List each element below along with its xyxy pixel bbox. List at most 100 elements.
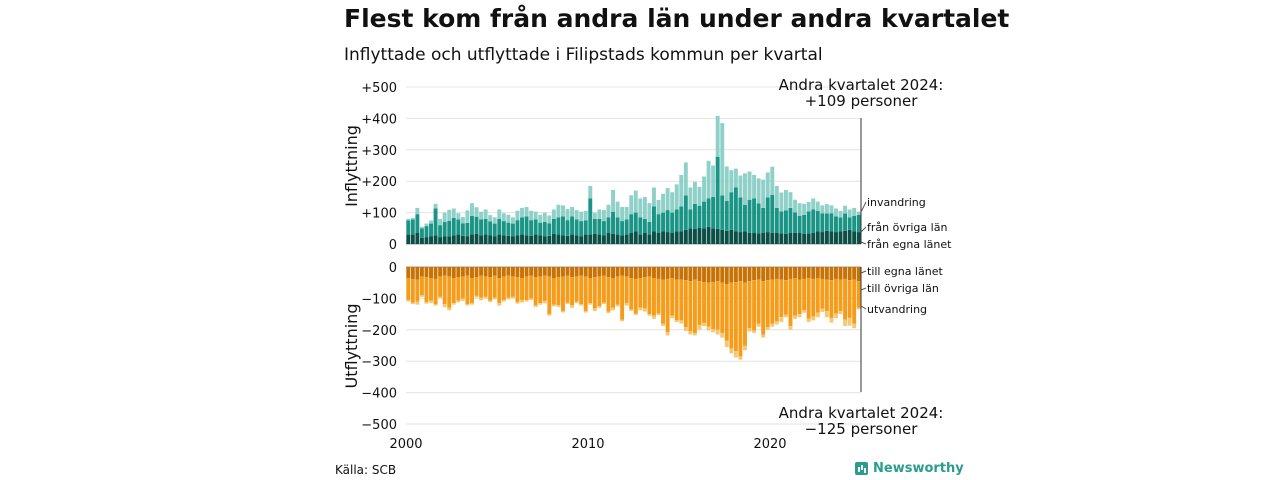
bar-inflow bbox=[683, 229, 688, 244]
bar-inflow bbox=[661, 212, 666, 232]
bar-inflow bbox=[588, 234, 593, 244]
bar-outflow bbox=[829, 280, 834, 318]
bar-inflow bbox=[797, 203, 802, 216]
bar-inflow bbox=[738, 232, 743, 244]
bar-outflow bbox=[433, 278, 438, 305]
bar-inflow bbox=[747, 199, 752, 233]
bar-inflow bbox=[620, 206, 625, 222]
bar-inflow bbox=[492, 223, 497, 237]
bar-outflow bbox=[692, 279, 697, 333]
bar-outflow bbox=[665, 267, 670, 279]
bar-inflow bbox=[856, 214, 861, 233]
bar-outflow bbox=[656, 313, 661, 316]
bar-inflow bbox=[656, 200, 661, 215]
bar-outflow bbox=[429, 300, 433, 304]
bar-outflow bbox=[419, 276, 424, 296]
bar-inflow bbox=[597, 209, 602, 219]
bar-outflow bbox=[574, 301, 579, 304]
bar-outflow bbox=[765, 267, 770, 281]
bar-inflow bbox=[697, 205, 702, 228]
bar-outflow bbox=[438, 276, 443, 297]
bar-outflow bbox=[652, 277, 656, 316]
bar-outflow bbox=[743, 267, 747, 283]
bar-outflow bbox=[697, 325, 702, 330]
bar-inflow bbox=[588, 198, 593, 235]
bar-inflow bbox=[843, 230, 848, 244]
bar-outflow bbox=[656, 278, 661, 314]
bar-inflow bbox=[806, 233, 811, 244]
bar-inflow bbox=[797, 215, 802, 234]
bar-inflow bbox=[765, 197, 770, 233]
bar-inflow bbox=[779, 233, 784, 244]
bar-inflow bbox=[847, 229, 852, 244]
bar-inflow bbox=[834, 232, 838, 244]
bar-outflow bbox=[852, 323, 857, 329]
bar-outflow bbox=[529, 267, 534, 276]
bar-outflow bbox=[820, 308, 825, 312]
bar-inflow bbox=[506, 235, 511, 244]
bar-inflow bbox=[497, 234, 502, 244]
bar-outflow bbox=[802, 267, 807, 279]
bar-outflow bbox=[620, 319, 625, 322]
bar-outflow bbox=[743, 345, 747, 351]
bar-outflow bbox=[424, 302, 429, 304]
bar-outflow bbox=[806, 277, 811, 319]
legend-leader bbox=[860, 226, 867, 233]
bar-inflow bbox=[579, 211, 584, 222]
bar-inflow bbox=[811, 233, 816, 244]
bar-inflow bbox=[479, 235, 484, 244]
bar-inflow bbox=[783, 233, 788, 244]
bar-inflow bbox=[679, 174, 684, 207]
bar-outflow bbox=[633, 278, 638, 314]
bar-outflow bbox=[715, 329, 720, 335]
x-tick-label: 2000 bbox=[389, 437, 422, 452]
bar-outflow bbox=[661, 267, 666, 280]
bar-inflow bbox=[556, 204, 561, 218]
bar-inflow bbox=[697, 186, 702, 206]
bar-outflow bbox=[756, 267, 761, 280]
bar-outflow bbox=[460, 267, 465, 277]
bar-inflow bbox=[779, 211, 784, 234]
bar-outflow bbox=[788, 278, 793, 327]
bar-outflow bbox=[433, 267, 438, 279]
bar-outflow bbox=[588, 267, 593, 278]
bar-inflow bbox=[856, 211, 861, 215]
bar-outflow bbox=[592, 277, 597, 309]
bar-outflow bbox=[501, 276, 506, 300]
bar-inflow bbox=[638, 217, 643, 235]
bar-outflow bbox=[465, 275, 470, 305]
bar-outflow bbox=[638, 267, 643, 278]
x-tick-label: 2010 bbox=[571, 437, 604, 452]
bar-inflow bbox=[479, 211, 484, 220]
bar-outflow bbox=[620, 267, 625, 276]
bar-outflow bbox=[838, 267, 843, 280]
legend-leader bbox=[860, 287, 867, 291]
bar-outflow bbox=[583, 276, 588, 311]
bar-inflow bbox=[615, 201, 620, 218]
bar-inflow bbox=[406, 218, 411, 221]
bar-inflow bbox=[515, 235, 520, 244]
bar-outflow bbox=[588, 277, 593, 304]
bar-outflow bbox=[692, 332, 697, 336]
bar-inflow bbox=[510, 217, 515, 224]
bar-inflow bbox=[811, 209, 816, 234]
bar-outflow bbox=[542, 275, 547, 301]
bar-inflow bbox=[788, 207, 793, 234]
bar-outflow bbox=[797, 279, 802, 315]
bar-outflow bbox=[565, 275, 570, 303]
bar-inflow bbox=[542, 236, 547, 244]
bar-inflow bbox=[433, 203, 438, 209]
bar-outflow bbox=[456, 300, 461, 303]
bar-outflow bbox=[706, 282, 711, 327]
y-tick-label: −200 bbox=[361, 324, 397, 339]
bar-inflow bbox=[683, 195, 688, 230]
bar-outflow bbox=[601, 275, 606, 303]
bar-outflow bbox=[642, 308, 647, 312]
bar-inflow bbox=[806, 201, 811, 212]
bar-outflow bbox=[802, 278, 807, 311]
bar-outflow bbox=[588, 303, 593, 305]
bar-inflow bbox=[824, 204, 829, 214]
y-tick-label: +500 bbox=[361, 81, 397, 96]
y-tick-label: +100 bbox=[361, 207, 397, 222]
bar-inflow bbox=[592, 233, 597, 244]
